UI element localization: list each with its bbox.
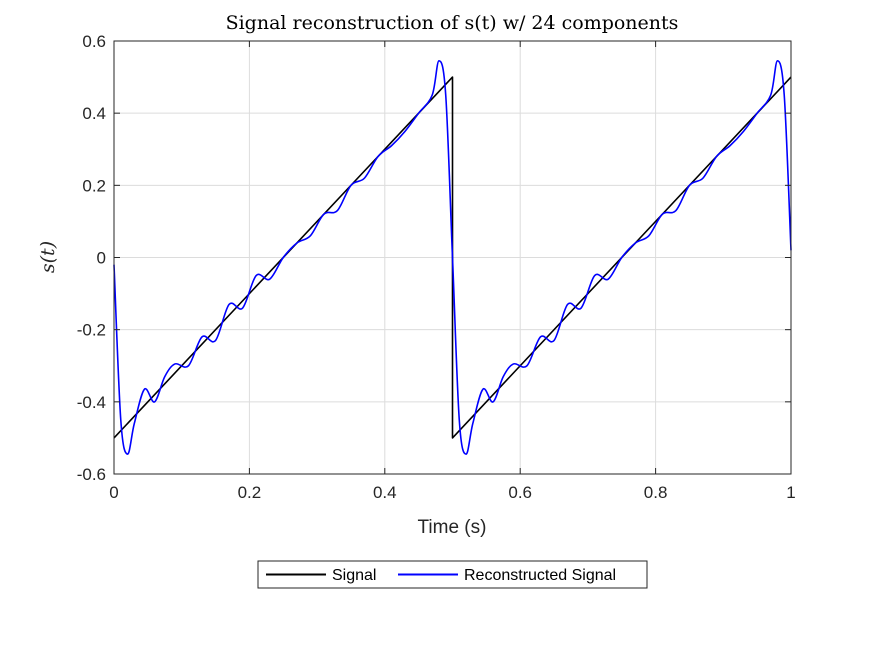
x-tick-label: 0.6 bbox=[508, 483, 532, 502]
legend-signal-label: Signal bbox=[332, 567, 376, 584]
y-tick-label: 0 bbox=[97, 249, 106, 268]
y-axis-label: s(t) bbox=[37, 241, 59, 273]
y-tick-label: -0.4 bbox=[77, 393, 106, 412]
series-lines bbox=[113, 60, 792, 455]
x-tick-label: 1 bbox=[786, 483, 795, 502]
legend-reconstructed-label: Reconstructed Signal bbox=[464, 567, 616, 584]
y-tick-label: 0.4 bbox=[82, 104, 106, 123]
chart-title: Signal reconstruction of s(t) w/ 24 comp… bbox=[226, 12, 679, 34]
x-tick-label: 0 bbox=[109, 483, 118, 502]
y-tick-label: -0.6 bbox=[77, 465, 106, 484]
ticks: 0 0.2 0.4 0.6 0.8 1 -0.6 -0.4 -0.2 0 0.2 0.4 0.6 bbox=[77, 32, 796, 502]
y-tick-label: -0.2 bbox=[77, 321, 106, 340]
x-axis-label: Time (s) bbox=[418, 517, 487, 538]
y-tick-label: 0.6 bbox=[82, 32, 106, 51]
x-tick-label: 0.4 bbox=[373, 483, 397, 502]
y-tick-label: 0.2 bbox=[82, 176, 106, 195]
x-tick-label: 0.2 bbox=[238, 483, 262, 502]
legend: Signal Reconstructed Signal bbox=[257, 560, 648, 589]
reconstructed-signal-line bbox=[113, 60, 792, 455]
x-tick-label: 0.8 bbox=[644, 483, 668, 502]
